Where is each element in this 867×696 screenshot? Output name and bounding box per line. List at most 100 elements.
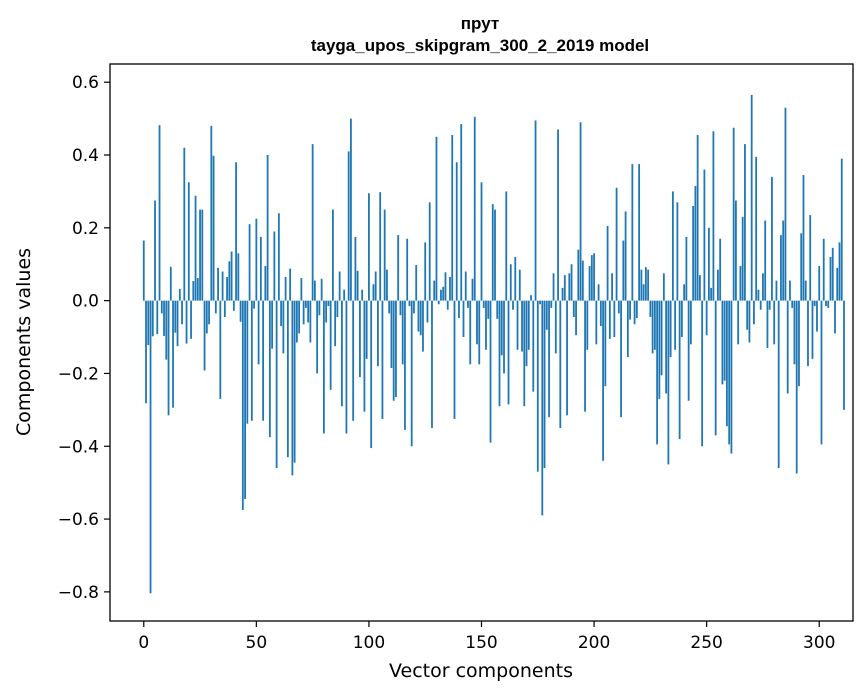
bar — [329, 300, 332, 390]
bar — [831, 247, 834, 301]
bar — [271, 300, 274, 349]
bar — [487, 300, 490, 319]
bar — [460, 124, 463, 301]
bar — [410, 300, 413, 447]
bar — [295, 300, 298, 343]
bar — [651, 300, 654, 354]
bar — [253, 300, 255, 309]
bar — [593, 253, 595, 301]
bar — [784, 107, 787, 301]
bar — [615, 187, 618, 301]
bar — [534, 120, 537, 301]
bar — [390, 300, 393, 368]
bar — [649, 300, 652, 318]
bar — [843, 300, 845, 410]
chart-title: прут — [461, 14, 499, 33]
bar — [156, 300, 159, 335]
bar — [485, 300, 487, 350]
bar — [187, 182, 190, 301]
bar — [399, 300, 402, 316]
bar — [336, 300, 339, 318]
bar — [642, 284, 645, 301]
bar — [726, 300, 728, 427]
bar — [757, 289, 760, 301]
bar — [530, 295, 532, 301]
bar — [723, 300, 726, 381]
bar — [514, 256, 517, 301]
bar — [437, 300, 440, 305]
bar — [687, 300, 690, 401]
bar — [714, 300, 717, 436]
bar — [662, 273, 665, 301]
bar — [525, 300, 528, 367]
bar — [241, 300, 244, 510]
bar — [433, 280, 436, 301]
bar — [440, 289, 442, 301]
bar — [708, 227, 710, 301]
bar — [408, 300, 411, 307]
bar — [368, 193, 370, 301]
bar — [602, 300, 604, 461]
bar — [793, 300, 796, 365]
bar — [541, 300, 544, 516]
bar — [221, 271, 224, 301]
bar — [266, 155, 269, 301]
bar — [259, 236, 262, 301]
bar — [680, 300, 683, 338]
bar — [786, 300, 789, 394]
bar — [388, 300, 391, 314]
bar — [744, 144, 746, 301]
bar — [588, 266, 591, 301]
bar — [424, 242, 427, 301]
bar — [223, 300, 226, 318]
bar — [205, 300, 208, 334]
bar — [478, 300, 481, 365]
bar — [154, 200, 156, 301]
bar — [286, 300, 289, 458]
bar — [669, 300, 672, 358]
bar — [678, 300, 681, 439]
bar — [307, 300, 310, 323]
bar — [613, 300, 616, 338]
bar — [807, 300, 809, 367]
bar — [345, 300, 348, 434]
bar — [264, 266, 267, 301]
bar — [822, 238, 825, 301]
bar — [304, 300, 307, 308]
bar — [230, 251, 233, 301]
bar — [446, 300, 449, 310]
bar — [313, 280, 316, 301]
bar — [250, 300, 253, 421]
bar — [581, 260, 584, 301]
bar — [302, 300, 305, 325]
bar — [741, 216, 744, 301]
bar — [667, 300, 670, 465]
bar — [516, 300, 519, 350]
bar — [381, 300, 384, 419]
bar — [624, 211, 627, 301]
bar — [413, 300, 415, 314]
bar — [471, 278, 474, 301]
bar — [165, 300, 168, 360]
bar — [192, 280, 195, 301]
bar — [802, 175, 805, 301]
bar — [257, 300, 260, 365]
bar — [689, 300, 692, 345]
bar — [332, 209, 334, 301]
bar — [291, 300, 294, 476]
bar — [539, 300, 541, 305]
bar — [469, 300, 472, 365]
bar — [777, 300, 780, 469]
bar — [455, 162, 458, 301]
bar — [244, 300, 246, 500]
x-tick-label: 0 — [138, 633, 149, 653]
bar — [595, 300, 598, 345]
y-tick-label: −0.4 — [58, 437, 99, 457]
x-tick-label: 50 — [246, 633, 268, 653]
bar — [194, 195, 197, 301]
bar — [494, 209, 496, 301]
bar — [361, 289, 364, 301]
bar — [829, 256, 832, 301]
bar — [320, 278, 323, 301]
bar — [577, 249, 580, 301]
